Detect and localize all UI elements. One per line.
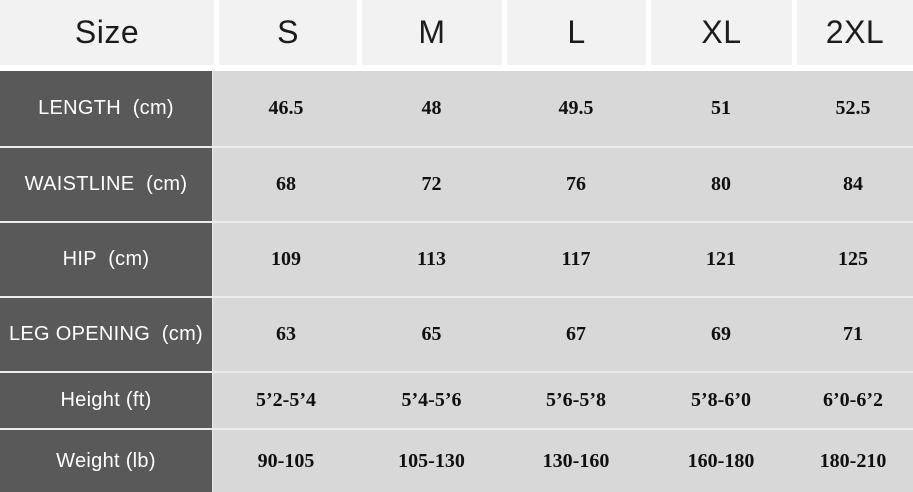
cell-height-2xl: 6’0-6’2 [823, 389, 883, 411]
cell-weight-m: 105-130 [398, 449, 465, 472]
row-label-leg-opening: LEG OPENING (cm) [0, 298, 212, 371]
cell-waistline-xl: 80 [711, 173, 731, 195]
cell-weight-l: 130-160 [542, 449, 610, 472]
row-values-hip: 109 113 117 121 125 [212, 223, 913, 296]
row-label-weight: Weight (lb) [0, 430, 212, 492]
cell-hip-2xl: 125 [838, 248, 868, 270]
row-values-height: 5’2-5’4 5’4-5’6 5’6-5’8 5’8-6’0 6’0-6’2 [212, 373, 913, 428]
cell-leg-opening-s: 63 [276, 323, 296, 345]
table-row-length: LENGTH (cm) 46.5 48 49.5 51 52.5 [0, 71, 913, 148]
cell-height-xl: 5’8-6’0 [691, 389, 751, 411]
cell-waistline-m: 72 [421, 173, 442, 195]
cell-weight-xl: 160-180 [687, 449, 755, 472]
cell-leg-opening-2xl: 71 [843, 323, 863, 345]
row-label-length: LENGTH (cm) [0, 71, 212, 146]
row-label-height: Height (ft) [0, 373, 212, 428]
column-header-xl: XL [651, 0, 792, 65]
cell-hip-xl: 121 [706, 248, 736, 270]
cell-leg-opening-m: 65 [421, 323, 442, 345]
cell-hip-m: 113 [417, 248, 446, 270]
cell-waistline-l: 76 [566, 173, 586, 195]
column-header-l: L [507, 0, 646, 65]
row-values-length: 46.5 48 49.5 51 52.5 [212, 71, 913, 146]
cell-weight-s: 90-105 [257, 449, 315, 472]
column-header-2xl: 2XL [797, 0, 913, 65]
cell-length-2xl: 52.5 [835, 97, 871, 119]
column-header-m: M [362, 0, 502, 65]
row-values-leg-opening: 63 65 67 69 71 [212, 298, 913, 371]
cell-leg-opening-l: 67 [566, 323, 586, 345]
column-header-size: Size [0, 0, 214, 65]
cell-length-xl: 51 [711, 97, 731, 119]
cell-hip-l: 117 [561, 248, 591, 270]
row-label-hip: HIP (cm) [0, 223, 212, 296]
table-row-leg-opening: LEG OPENING (cm) 63 65 67 69 71 [0, 298, 913, 373]
cell-height-s: 5’2-5’4 [256, 389, 316, 411]
cell-length-l: 49.5 [558, 97, 594, 119]
cell-length-m: 48 [421, 97, 442, 119]
row-values-weight: 90-105 105-130 130-160 160-180 180-210 [212, 430, 913, 492]
cell-waistline-s: 68 [276, 173, 296, 195]
table-row-hip: HIP (cm) 109 113 117 121 125 [0, 223, 913, 298]
row-values-waistline: 68 72 76 80 84 [212, 148, 913, 221]
cell-height-l: 5’6-5’8 [546, 389, 606, 411]
cell-hip-s: 109 [271, 248, 301, 270]
cell-length-s: 46.5 [268, 97, 304, 119]
header-separator [0, 65, 913, 71]
table-row-weight: Weight (lb) 90-105 105-130 130-160 160-1… [0, 430, 913, 492]
cell-leg-opening-xl: 69 [711, 323, 731, 345]
cell-height-m: 5’4-5’6 [401, 389, 462, 411]
header-row: Size S M L XL 2XL [0, 0, 913, 65]
cell-waistline-2xl: 84 [843, 173, 863, 195]
table-row-waistline: WAISTLINE (cm) 68 72 76 80 84 [0, 148, 913, 223]
cell-weight-2xl: 180-210 [819, 449, 887, 472]
row-label-waistline: WAISTLINE (cm) [0, 148, 212, 221]
column-header-s: S [219, 0, 357, 65]
table-row-height: Height (ft) 5’2-5’4 5’4-5’6 5’6-5’8 5’8-… [0, 373, 913, 430]
